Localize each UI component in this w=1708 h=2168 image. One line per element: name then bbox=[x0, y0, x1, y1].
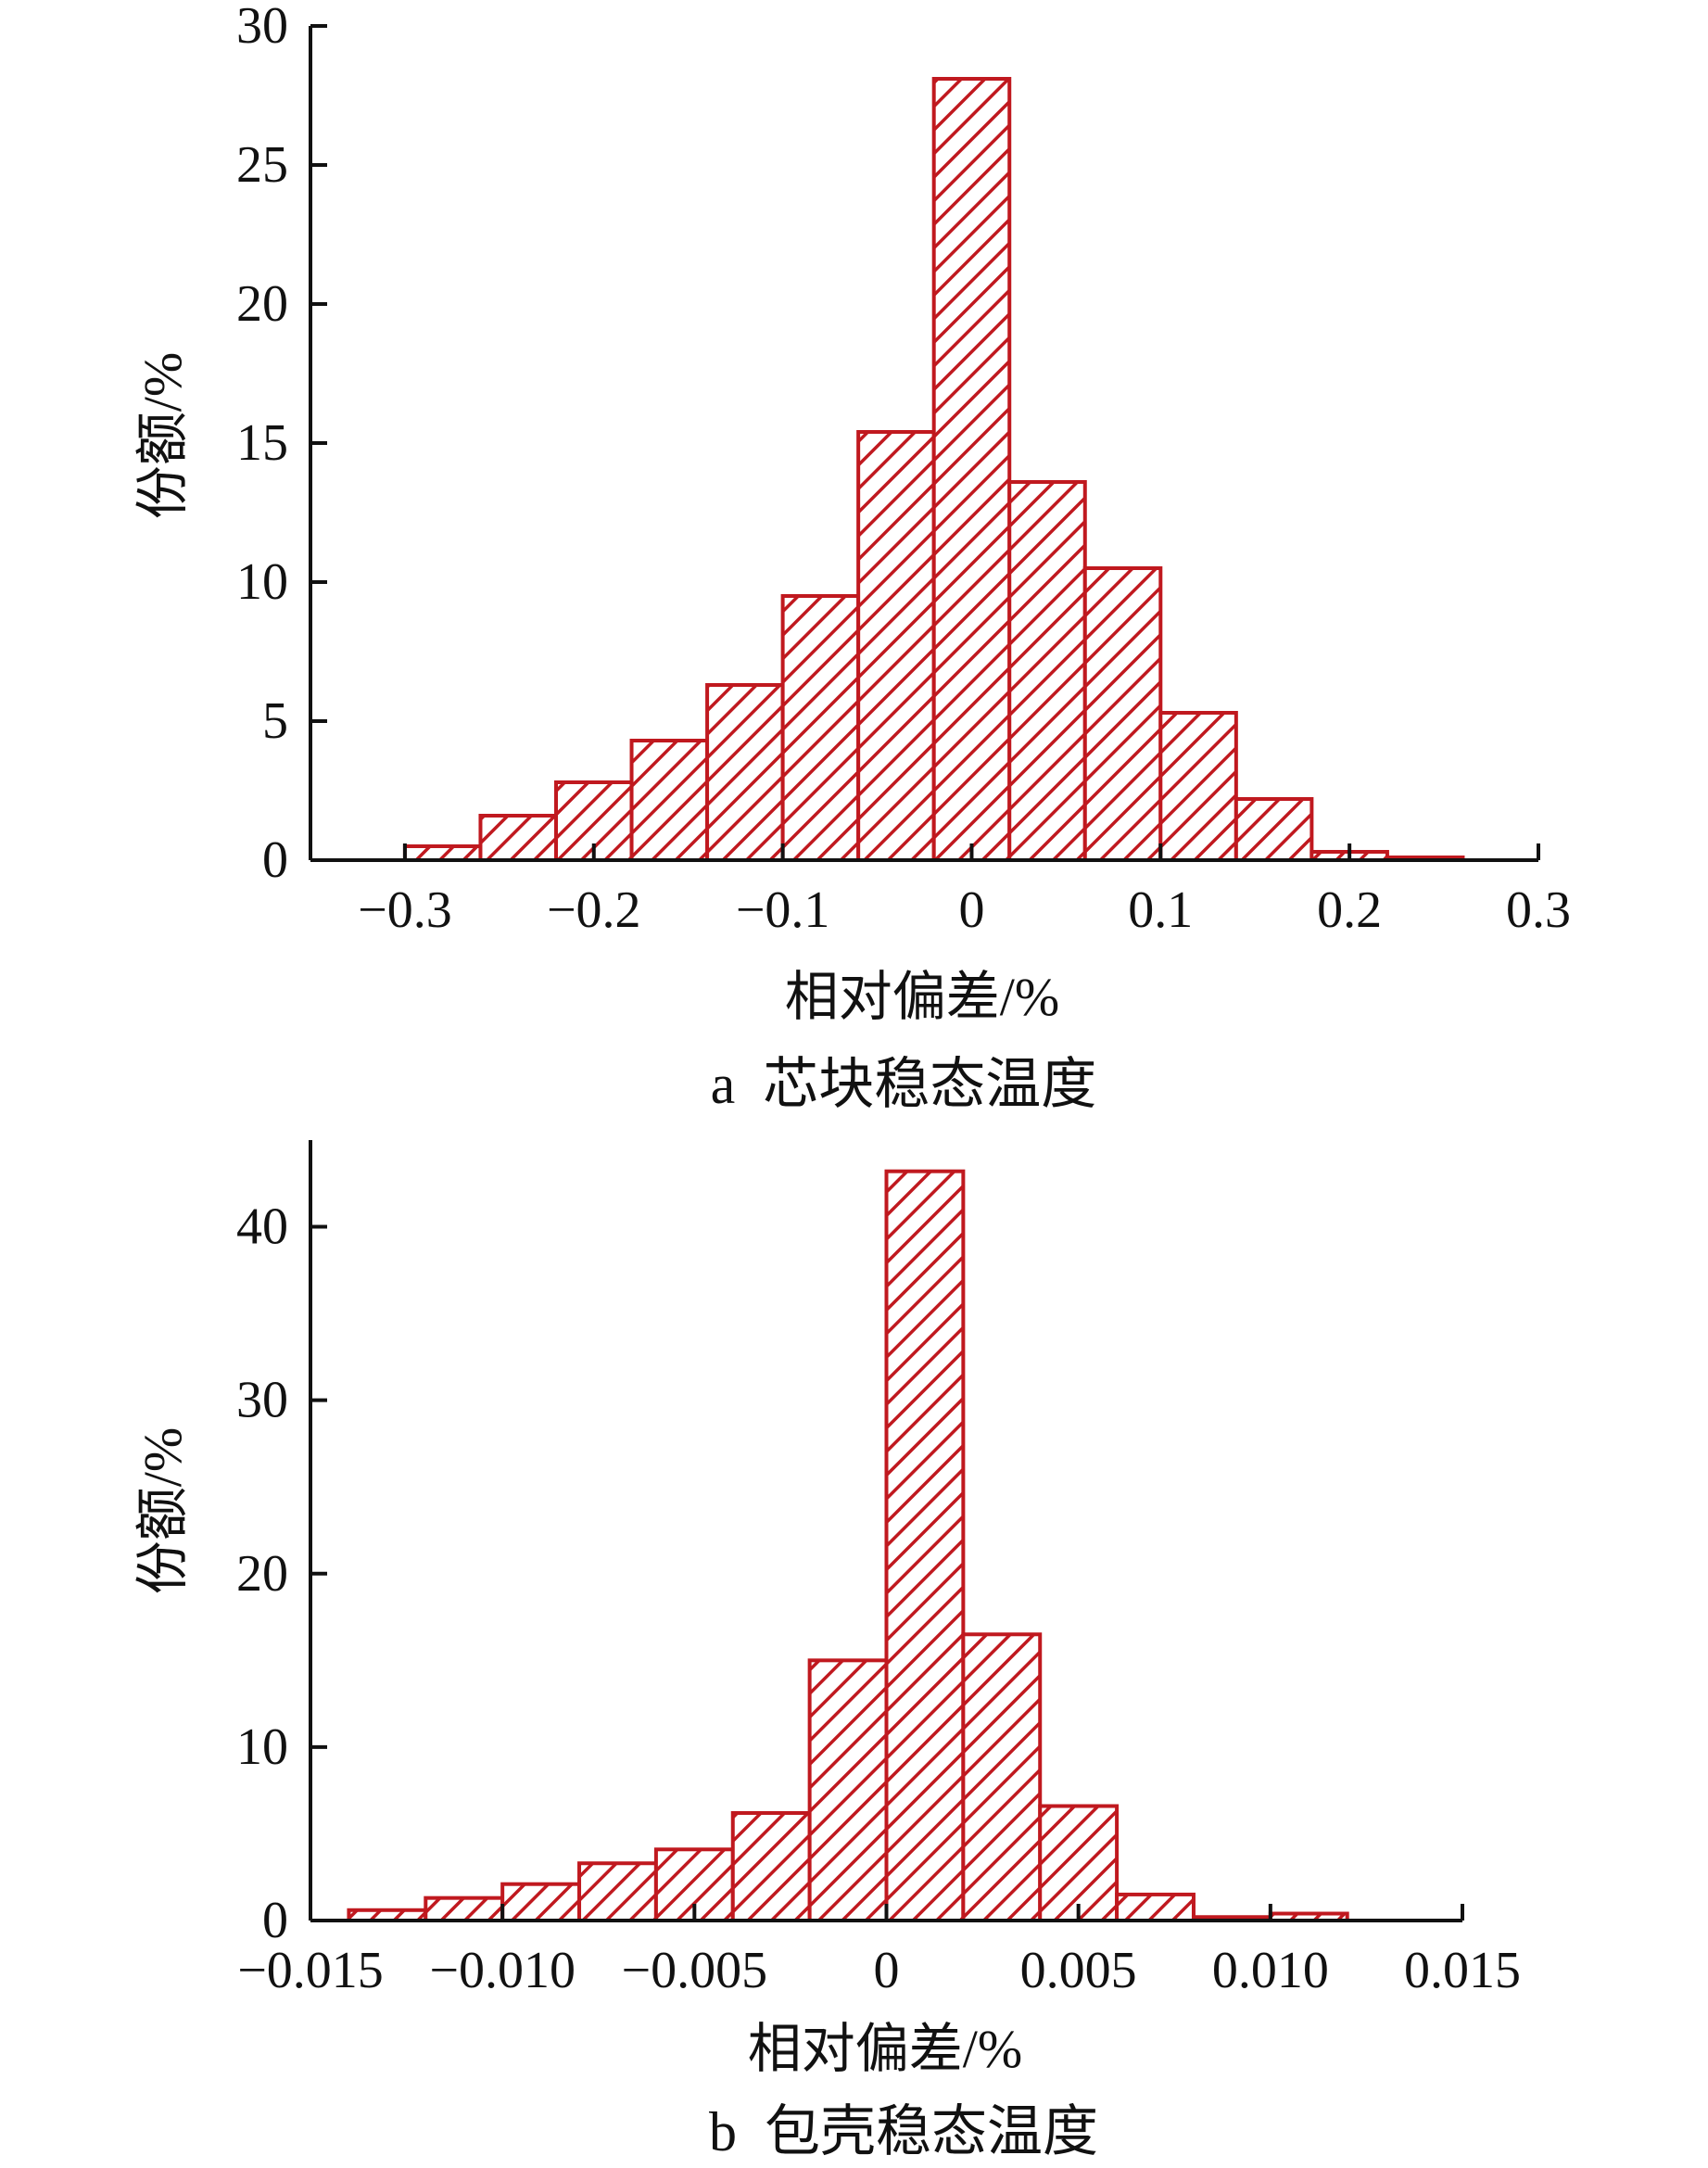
histogram-b-bar-9 bbox=[1038, 1804, 1120, 1923]
histogram-b-bars bbox=[347, 1169, 1349, 1923]
x-tick-label: 0.005 bbox=[1020, 1942, 1137, 1999]
y-tick-label: 20 bbox=[236, 275, 288, 333]
x-tick-label: 0.2 bbox=[1317, 881, 1382, 939]
histogram-a-bar-3 bbox=[629, 739, 710, 862]
y-tick-label: 30 bbox=[236, 0, 288, 55]
y-tick-label: 0 bbox=[262, 831, 288, 889]
x-tick-label: 0.1 bbox=[1128, 881, 1193, 939]
x-tick-label: 0 bbox=[874, 1942, 900, 1999]
histogram-a-x-axis-title: 相对偏差/% bbox=[785, 967, 1059, 1027]
histogram-a: −0.3 −0.2 −0.1 0 0.1 0.2 0.3 0 5 10 15 20 25 30 份额/%… bbox=[133, 0, 1571, 1115]
y-tick-label: 15 bbox=[236, 414, 288, 472]
histogram-a-bar-9 bbox=[1082, 566, 1163, 862]
x-tick-label: 0 bbox=[958, 881, 984, 939]
histogram-a-bar-7 bbox=[931, 77, 1012, 862]
histogram-b-y-axis-title: 份额/% bbox=[133, 1427, 193, 1594]
histogram-a-bar-5 bbox=[780, 594, 861, 862]
histogram-b-bar-6 bbox=[807, 1658, 889, 1923]
histogram-a-bar-4 bbox=[705, 683, 785, 862]
histogram-a-bar-6 bbox=[856, 430, 936, 862]
histogram-a-bar-11 bbox=[1234, 797, 1314, 862]
y-tick-label: 25 bbox=[236, 136, 288, 194]
histogram-a-x-tick-labels: −0.3 −0.2 −0.1 0 0.1 0.2 0.3 bbox=[358, 881, 1571, 939]
histogram-a-y-axis-title: 份额/% bbox=[133, 352, 193, 519]
x-tick-label: −0.010 bbox=[429, 1942, 576, 1999]
histogram-b-bar-5 bbox=[730, 1810, 812, 1922]
histogram-b-bar-3 bbox=[577, 1861, 658, 1922]
histogram-b-bar-10 bbox=[1115, 1892, 1196, 1923]
histogram-b-bar-8 bbox=[961, 1632, 1043, 1923]
histogram-b-caption: b 包壳稳态温度 bbox=[709, 2101, 1098, 2162]
histogram-b-bar-2 bbox=[500, 1882, 582, 1922]
histogram-a-bar-10 bbox=[1158, 711, 1238, 862]
x-tick-label: −0.3 bbox=[358, 881, 452, 939]
y-tick-label: 40 bbox=[236, 1198, 288, 1256]
y-tick-label: 0 bbox=[262, 1892, 288, 1949]
y-tick-label: 10 bbox=[236, 1718, 288, 1776]
histogram-b-bar-7 bbox=[884, 1169, 966, 1923]
histogram-b-y-tick-labels: 0 10 20 30 40 bbox=[236, 1198, 288, 1949]
histogram-a-bar-8 bbox=[1007, 480, 1087, 862]
histogram-a-caption: a 芯块稳态温度 bbox=[711, 1054, 1097, 1115]
histogram-a-axes bbox=[309, 24, 1540, 862]
histogram-b-x-axis-title: 相对偏差/% bbox=[748, 2019, 1022, 2079]
x-tick-label: 0.015 bbox=[1404, 1942, 1521, 1999]
x-tick-label: −0.1 bbox=[736, 881, 830, 939]
histogram-a-y-tick-labels: 0 5 10 15 20 25 30 bbox=[236, 0, 288, 889]
x-tick-label: −0.005 bbox=[622, 1942, 768, 1999]
x-tick-label: 0.3 bbox=[1506, 881, 1571, 939]
y-tick-label: 20 bbox=[236, 1545, 288, 1603]
histogram-a-bars bbox=[402, 77, 1465, 862]
histogram-a-bar-0 bbox=[402, 844, 483, 862]
y-tick-label: 30 bbox=[236, 1372, 288, 1429]
histogram-b-bar-1 bbox=[424, 1895, 505, 1922]
histogram-b: −0.015 −0.010 −0.005 0 0.005 0.010 0.015 0 10 20… bbox=[133, 1140, 1521, 2162]
y-tick-label: 5 bbox=[262, 692, 288, 750]
x-tick-label: 0.010 bbox=[1212, 1942, 1329, 1999]
histogram-b-axes bbox=[309, 1140, 1464, 1922]
y-tick-label: 10 bbox=[236, 553, 288, 611]
x-tick-label: −0.015 bbox=[237, 1942, 384, 1999]
histogram-a-bar-1 bbox=[478, 814, 559, 862]
x-tick-label: −0.2 bbox=[547, 881, 641, 939]
histogram-b-x-tick-labels: −0.015 −0.010 −0.005 0 0.005 0.010 0.015 bbox=[237, 1942, 1521, 1999]
